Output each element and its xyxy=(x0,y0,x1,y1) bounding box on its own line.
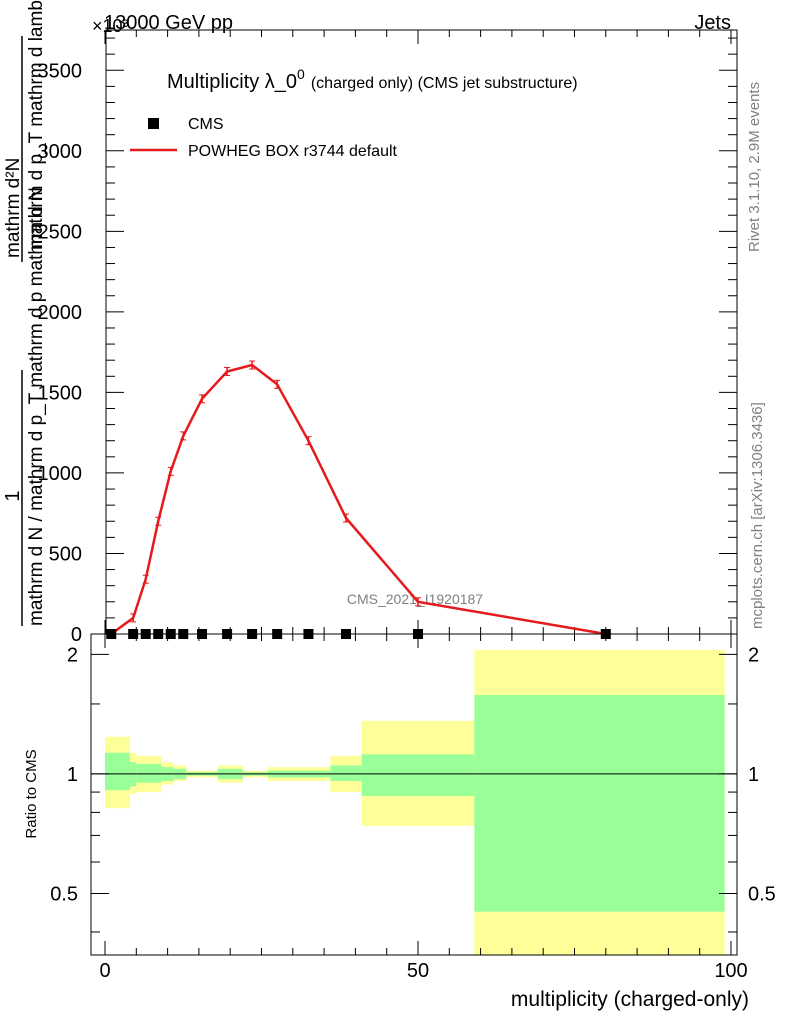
x-tick-label: 0 xyxy=(99,960,110,982)
main-y-tick-label: 0 xyxy=(71,624,82,646)
rivet-label: Rivet 3.1.10, 2.9M events xyxy=(746,82,763,252)
chart-title: Multiplicity λ_00 (charged only) (CMS jet… xyxy=(167,66,578,93)
main-y-tick-label: 3500 xyxy=(38,60,83,82)
ratio-y-tick-label: 2 xyxy=(67,644,78,666)
chart-subtitle: (charged only) (CMS jet substructure) xyxy=(311,75,578,92)
main-y-tick-label: 2500 xyxy=(38,221,83,243)
x-tick-label: 50 xyxy=(407,960,429,982)
ratio-y-tick-label: 0.5 xyxy=(50,883,78,905)
legend-cms-label: CMS xyxy=(188,116,224,133)
ylabel-numerator: mathrm d²N xyxy=(3,158,24,258)
ratio-y-tick-label-right: 1 xyxy=(748,764,759,786)
legend-powheg-label: POWHEG BOX r3744 default xyxy=(188,143,398,160)
x-axis-label: multiplicity (charged-only) xyxy=(511,988,749,1011)
main-y-tick-label: 500 xyxy=(49,543,82,565)
ylabel-denominator: mathrm d N / mathrm d p_T mathrm d p mat… xyxy=(26,187,47,626)
header-left: 13000 GeV pp xyxy=(104,12,233,34)
ratio-y-tick-label-right: 2 xyxy=(748,644,759,666)
legend-cms-marker xyxy=(148,118,159,129)
ratio-band-green xyxy=(361,754,475,796)
ratio-band-green xyxy=(330,765,362,781)
chart-title-main: Multiplicity λ_0 xyxy=(167,71,297,93)
header-right: Jets xyxy=(694,12,731,34)
ratio-plot-panel: 0.5 0.5 1 1 2 2 0 50 100 Ratio to CMS multiplic… xyxy=(23,633,776,1011)
ratio-y-tick-labels: 0.5 0.5 1 1 2 2 xyxy=(50,644,776,905)
ratio-band-green xyxy=(105,752,131,791)
ratio-y-tick-label: 1 xyxy=(67,764,78,786)
main-y-tick-label: 2000 xyxy=(38,302,83,324)
ratio-y-axis-label: Ratio to CMS xyxy=(23,749,40,838)
chart-title-sup: 0 xyxy=(297,66,305,82)
main-y-tick-labels: 0 500 1000 1500 2000 2500 3000 3500 xyxy=(38,60,83,646)
ratio-y-tick-label-right: 0.5 xyxy=(748,883,776,905)
powheg-line xyxy=(110,363,607,636)
ratio-band-green xyxy=(136,763,162,783)
main-y-tick-label: 1000 xyxy=(38,463,83,485)
ratio-band-green xyxy=(474,694,725,912)
x-tick-label: 100 xyxy=(714,960,747,982)
x-tick-labels: 0 50 100 xyxy=(99,960,747,982)
legend: CMS POWHEG BOX r3744 default xyxy=(130,116,398,160)
main-y-axis-label: 1 mathrm d N / mathrm d p_T mathrm d p m… xyxy=(2,0,47,626)
main-y-tick-label: 3000 xyxy=(38,141,83,163)
exponent-label: ×10³ xyxy=(92,16,129,36)
ratio-frame xyxy=(90,633,738,956)
ratio-bands xyxy=(105,650,725,955)
mcplots-label: mcplots.cern.ch [arXiv:1306.3436] xyxy=(749,402,766,629)
ylabel-numerator-extra: mathrm d p_T mathrm d lambda xyxy=(26,0,47,250)
ratio-axis-ticks xyxy=(91,634,737,955)
main-y-tick-label: 1500 xyxy=(38,382,83,404)
ylabel-top: 1 xyxy=(2,490,24,501)
